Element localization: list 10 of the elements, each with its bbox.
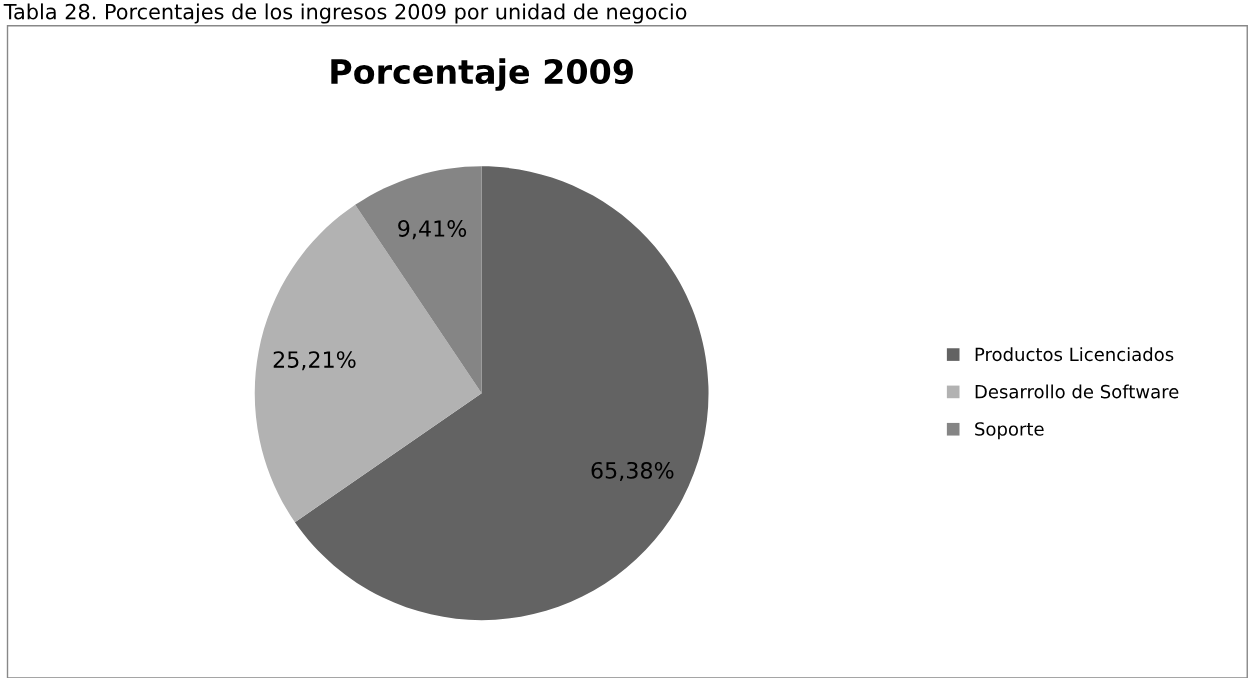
data-label: 9,41%	[398, 220, 467, 240]
legend-label: Soporte	[975, 422, 1044, 440]
chart-title: Porcentaje 2009	[331, 58, 633, 91]
text: Tabla 28. Porcentajes de los ingresos 2009 por unidad de negocio	[3, 3, 687, 24]
pie-slice	[355, 166, 482, 394]
pie-slice	[254, 204, 482, 523]
data-label: 25,21%	[273, 351, 356, 371]
legend-label: Desarrollo de Software	[975, 384, 1179, 399]
data-label: 65,38%	[591, 461, 674, 482]
legend-label: Productos Licenciados	[975, 347, 1174, 362]
